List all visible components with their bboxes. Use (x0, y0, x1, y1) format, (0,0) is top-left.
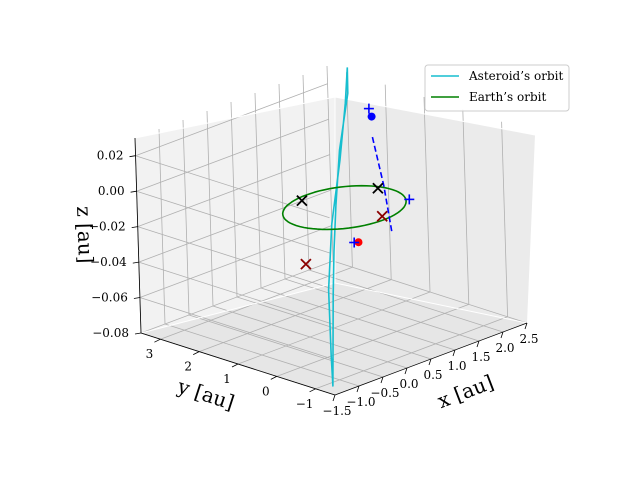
pane-edges (134, 96, 536, 334)
marker-x (376, 210, 388, 222)
marker-x-stroke (300, 258, 312, 270)
grid-line-x (206, 110, 214, 307)
grid-line-z (135, 155, 330, 219)
tick-mark-x (452, 349, 456, 357)
z-tick-label: −0.08 (92, 326, 129, 340)
x-tick-label: −1.0 (346, 395, 375, 409)
y-tick-label: 0 (262, 384, 270, 398)
tick-mark-y (154, 338, 161, 343)
x-tick-label: 1.0 (447, 359, 466, 373)
grid-line-z (138, 261, 333, 325)
series-line-asteroid-s-orbit (327, 67, 349, 387)
series-line-path (371, 135, 393, 232)
grid-line-y (346, 72, 353, 268)
z-tick-label: −0.06 (91, 291, 128, 305)
legend-label-earth: Earth’s orbit (469, 90, 546, 104)
z-axis-title: z [au] (72, 206, 98, 264)
marker-x (372, 182, 384, 194)
tick-mark-z (131, 226, 138, 228)
z-tick-label: 0.02 (97, 149, 124, 163)
legend-box (424, 64, 570, 112)
grid-line-x (254, 92, 262, 289)
grid-line-y (199, 279, 392, 352)
grid-line-z (139, 225, 333, 298)
grid-line-y (384, 84, 392, 280)
grid-line-z (140, 260, 334, 334)
series-line-earth-s-orbit (281, 184, 407, 231)
grid-line-z (137, 154, 330, 227)
marker-layer (296, 103, 415, 270)
tick-mark-y (309, 388, 316, 393)
z-tick-label: −0.04 (90, 255, 127, 269)
tick-mark-x (380, 376, 384, 384)
marker-dot (367, 112, 376, 121)
x-tick-label: 0.5 (423, 368, 442, 382)
marker-x (300, 258, 312, 270)
grid-line-z (136, 118, 329, 192)
tick-mark-x (428, 358, 432, 366)
tick-mark-z (129, 155, 136, 158)
marker-plus (349, 237, 360, 248)
tick-mark-x (500, 331, 504, 339)
grid-line-z (138, 189, 331, 263)
grid-line-x (230, 101, 238, 298)
grid-line-z (136, 190, 331, 254)
z-axis-line (134, 137, 142, 334)
grid-line-y (237, 291, 431, 365)
grid-line-x (302, 74, 310, 271)
x-tick-label: −1.5 (322, 404, 351, 418)
y-tick-label: 1 (223, 372, 231, 386)
grid-line-y (423, 96, 431, 293)
tick-mark-y (270, 376, 277, 380)
tick-mark-z (132, 261, 139, 264)
grid-line-y (315, 316, 508, 390)
grid-line-z (137, 226, 332, 289)
grid-line-y (462, 109, 470, 305)
x-tick-label: −0.5 (370, 386, 399, 400)
grid-line-z (135, 83, 328, 157)
x-axis-title: x [au] (434, 370, 497, 413)
grid-line-x (278, 83, 286, 280)
series-layer (281, 67, 407, 387)
y-tick-label: −1 (296, 397, 314, 411)
tick-mark-x (524, 322, 528, 330)
z-tick-label: 0.00 (98, 184, 125, 198)
marker-plus (404, 194, 415, 205)
tick-mark-z (134, 332, 142, 335)
pane-floor (141, 283, 527, 395)
legend: Asteroid’s orbit Earth’s orbit (424, 64, 570, 112)
x-tick-label: 0.0 (399, 377, 418, 391)
tick-mark-z (130, 190, 137, 193)
tick-mark-y (231, 363, 239, 368)
grid-line-x (158, 128, 166, 325)
z-tick-label: −0.02 (89, 220, 126, 234)
tick-mark-x (332, 394, 336, 402)
marker-x (296, 194, 308, 207)
pane-right-wall (335, 97, 535, 323)
legend-label-asteroid: Asteroid’s orbit (468, 69, 563, 83)
marker-x-stroke (376, 210, 388, 222)
tick-mark-x (476, 340, 480, 348)
marker-plus (363, 103, 374, 114)
tick-mark-y (193, 351, 200, 355)
grid-line-y (501, 121, 508, 317)
y-tick-label: 2 (184, 360, 192, 374)
x-tick-label: 2.5 (519, 332, 538, 346)
marker-x-stroke (372, 182, 384, 194)
tick-mark-x (356, 385, 360, 393)
grid-line-z (139, 297, 335, 360)
grid-line-y (276, 304, 469, 377)
y-tick-label: 3 (146, 347, 154, 361)
tick-mark-z (133, 297, 140, 299)
marker-x-stroke (296, 194, 308, 207)
x-tick-label: 1.5 (471, 350, 490, 364)
x-tick-label: 2.0 (495, 341, 514, 355)
grid-line-x (182, 119, 190, 316)
tick-mark-x (404, 367, 408, 375)
tick-marks (129, 155, 528, 402)
tick-labels: −1.5−1.0−0.50.0 0.5 1.0 1.5 2.0 2.5 −1 0 1 2 3 −0.0… (89, 149, 539, 418)
